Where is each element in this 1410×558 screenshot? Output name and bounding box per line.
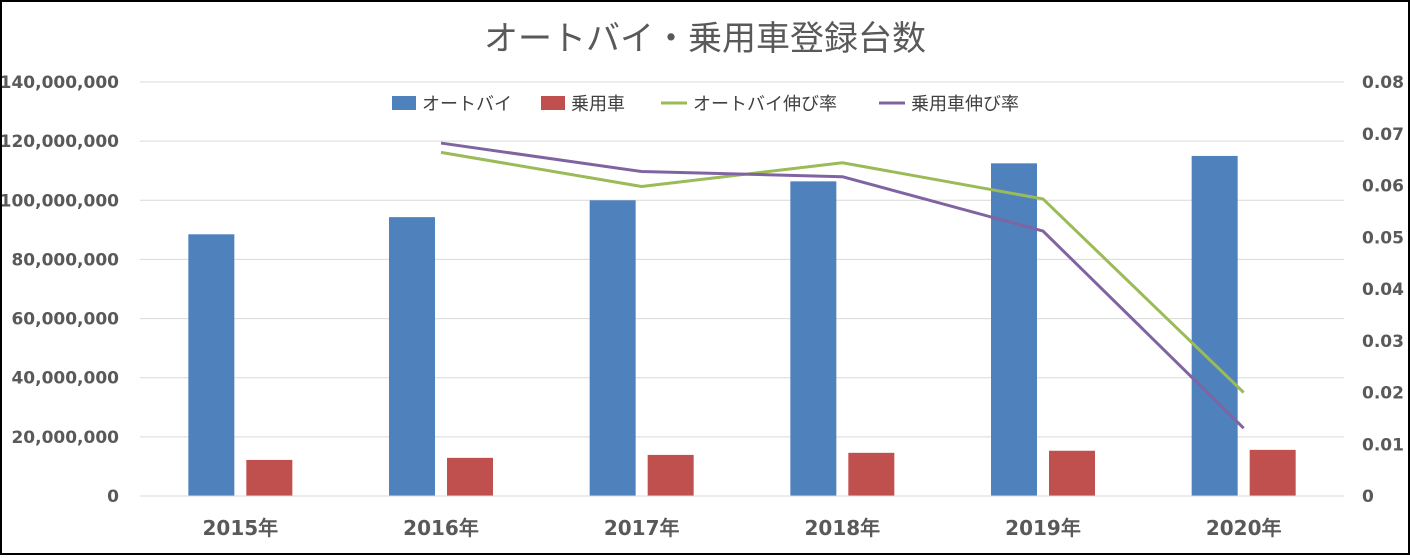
bar-motorcycle: [389, 217, 435, 497]
left-axis-tick-label: 100,000,000: [2, 191, 119, 211]
left-axis-tick-label: 60,000,000: [11, 310, 119, 330]
x-axis-tick-label: 2016年: [403, 516, 479, 540]
right-axis-tick-label: 0.05: [1362, 228, 1404, 248]
line-series: [440, 141, 1245, 430]
legend-swatch: [541, 96, 565, 110]
bar-car: [647, 454, 694, 496]
right-axis-tick-label: 0.04: [1362, 280, 1404, 300]
left-axis-tick-label: 140,000,000: [2, 73, 119, 93]
gridlines: [140, 81, 1344, 497]
bar-car: [447, 457, 493, 496]
bar-motorcycle: [1191, 155, 1238, 496]
legend-swatch: [392, 96, 416, 110]
bar-car: [848, 452, 895, 496]
bar-motorcycle: [991, 163, 1037, 497]
x-axis-tick-label: 2017年: [604, 516, 680, 540]
left-axis-tick-label: 120,000,000: [2, 132, 119, 152]
bar-car: [1049, 450, 1095, 496]
left-axis-tick-label: 20,000,000: [11, 428, 119, 448]
bar-car: [246, 459, 293, 496]
right-axis-tick-label: 0.07: [1362, 125, 1404, 145]
bar-motorcycle: [188, 234, 235, 497]
right-axis-tick-label: 0.01: [1362, 435, 1404, 455]
legend-label: 乗用車: [571, 94, 625, 115]
x-axis-tick-label: 2015年: [202, 516, 278, 540]
bar-motorcycle: [790, 181, 837, 497]
right-axis-tick-label: 0.08: [1362, 73, 1404, 93]
bar-car: [1249, 449, 1296, 496]
right-axis-tick-label: 0.02: [1362, 384, 1404, 404]
x-axis-tick-label: 2020年: [1206, 516, 1282, 540]
legend-label: 乗用車伸び率: [911, 94, 1019, 115]
line-motorcycle-growth: [440, 150, 1245, 394]
left-axis-ticks: 0 20,000,000 40,000,000 60,000,000 80,000,00…: [0, 73, 119, 507]
right-axis-tick-label: 0: [1362, 487, 1374, 507]
left-axis-tick-label: 0: [107, 487, 119, 507]
line-car-growth: [440, 141, 1245, 430]
legend: オートバイ 乗用車 オートバイ伸び率 乗用車伸び率: [392, 94, 1019, 115]
x-axis-tick-label: 2018年: [804, 516, 880, 540]
bar-motorcycle: [589, 200, 636, 497]
right-axis-tick-label: 0.03: [1362, 332, 1404, 352]
left-axis-tick-label: 40,000,000: [11, 369, 119, 389]
legend-label: オートバイ: [422, 94, 512, 115]
chart-title: オートバイ・乗用車登録台数: [484, 19, 926, 59]
x-axis-tick-label: 2019年: [1005, 516, 1081, 540]
left-axis-tick-label: 80,000,000: [11, 250, 119, 270]
right-axis-tick-label: 0.06: [1362, 177, 1404, 197]
x-axis-ticks: 2015年 2016年 2017年 2018年 2019年 2020年: [140, 495, 1344, 540]
right-axis-ticks: 0 0.01 0.02 0.03 0.04 0.05 0.06 0.07 0.08: [1362, 73, 1404, 507]
legend-label: オートバイ伸び率: [693, 94, 837, 115]
bar-series: [188, 155, 1296, 497]
